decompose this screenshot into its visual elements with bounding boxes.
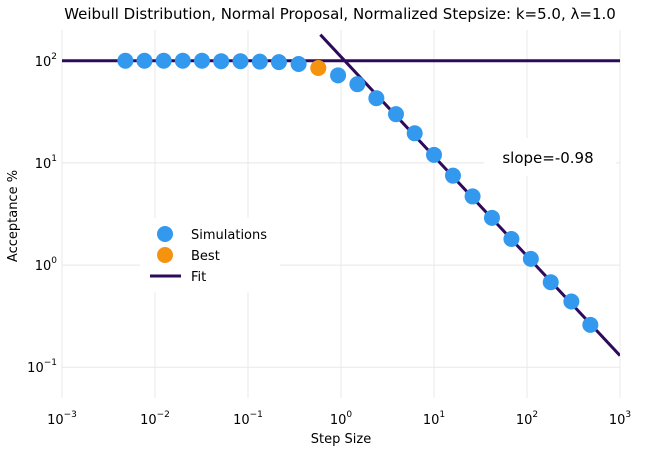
legend-label-best: Best — [191, 249, 220, 264]
simulation-point — [582, 316, 599, 333]
simulation-point — [426, 146, 442, 163]
y-axis-label: Acceptance % — [6, 170, 21, 262]
x-tick-label: 102 — [516, 410, 538, 428]
y-tick-labels: 10−1 100 101 102 — [27, 52, 57, 376]
x-tick-label: 100 — [330, 410, 353, 428]
legend-marker-simulations — [157, 226, 173, 242]
simulation-point — [483, 209, 500, 226]
x-tick-labels: 10−3 10−2 10−1 100 101 102 103 — [47, 410, 631, 428]
simulation-point — [136, 52, 153, 69]
y-tick-label: 102 — [35, 52, 57, 70]
slope-annotation-box — [484, 138, 616, 176]
simulation-point — [542, 274, 559, 291]
simulation-point — [270, 54, 287, 71]
x-tick-label: 10−1 — [233, 410, 263, 428]
simulation-point — [406, 125, 423, 142]
simulation-point — [290, 55, 307, 72]
best-point — [310, 59, 327, 76]
simulation-point — [174, 52, 191, 69]
simulation-point — [251, 53, 268, 70]
simulation-point — [349, 76, 366, 93]
legend-label-simulations: Simulations — [191, 228, 267, 243]
legend-box — [140, 218, 280, 292]
simulation-point — [387, 106, 404, 123]
legend: Simulations Best Fit — [140, 218, 280, 292]
simulation-point — [503, 231, 520, 248]
simulation-point — [232, 53, 249, 70]
simulation-point — [563, 293, 580, 310]
legend-marker-best — [157, 247, 173, 263]
simulation-point — [213, 53, 230, 70]
x-tick-label: 10−3 — [47, 410, 77, 428]
x-tick-label: 10−2 — [140, 410, 170, 428]
simulation-point — [117, 52, 134, 69]
simulation-point — [155, 52, 172, 69]
simulation-point — [522, 250, 539, 267]
slope-annotation: slope=-0.98 — [484, 138, 616, 176]
x-tick-label: 101 — [423, 410, 445, 428]
y-tick-label: 10−1 — [27, 358, 57, 376]
simulation-point — [330, 67, 347, 84]
grid — [61, 30, 621, 398]
simulation-point — [368, 90, 385, 107]
data-points — [117, 52, 599, 333]
chart-title: Weibull Distribution, Normal Proposal, N… — [64, 5, 616, 23]
legend-label-fit: Fit — [191, 270, 206, 285]
simulation-point — [193, 52, 210, 69]
simulation-point — [464, 188, 481, 205]
y-tick-label: 100 — [35, 256, 58, 274]
x-tick-label: 103 — [609, 410, 631, 428]
y-tick-label: 101 — [35, 154, 57, 172]
slope-annotation-text: slope=-0.98 — [502, 149, 593, 167]
simulation-point — [444, 167, 461, 184]
x-axis-label: Step Size — [311, 432, 371, 447]
